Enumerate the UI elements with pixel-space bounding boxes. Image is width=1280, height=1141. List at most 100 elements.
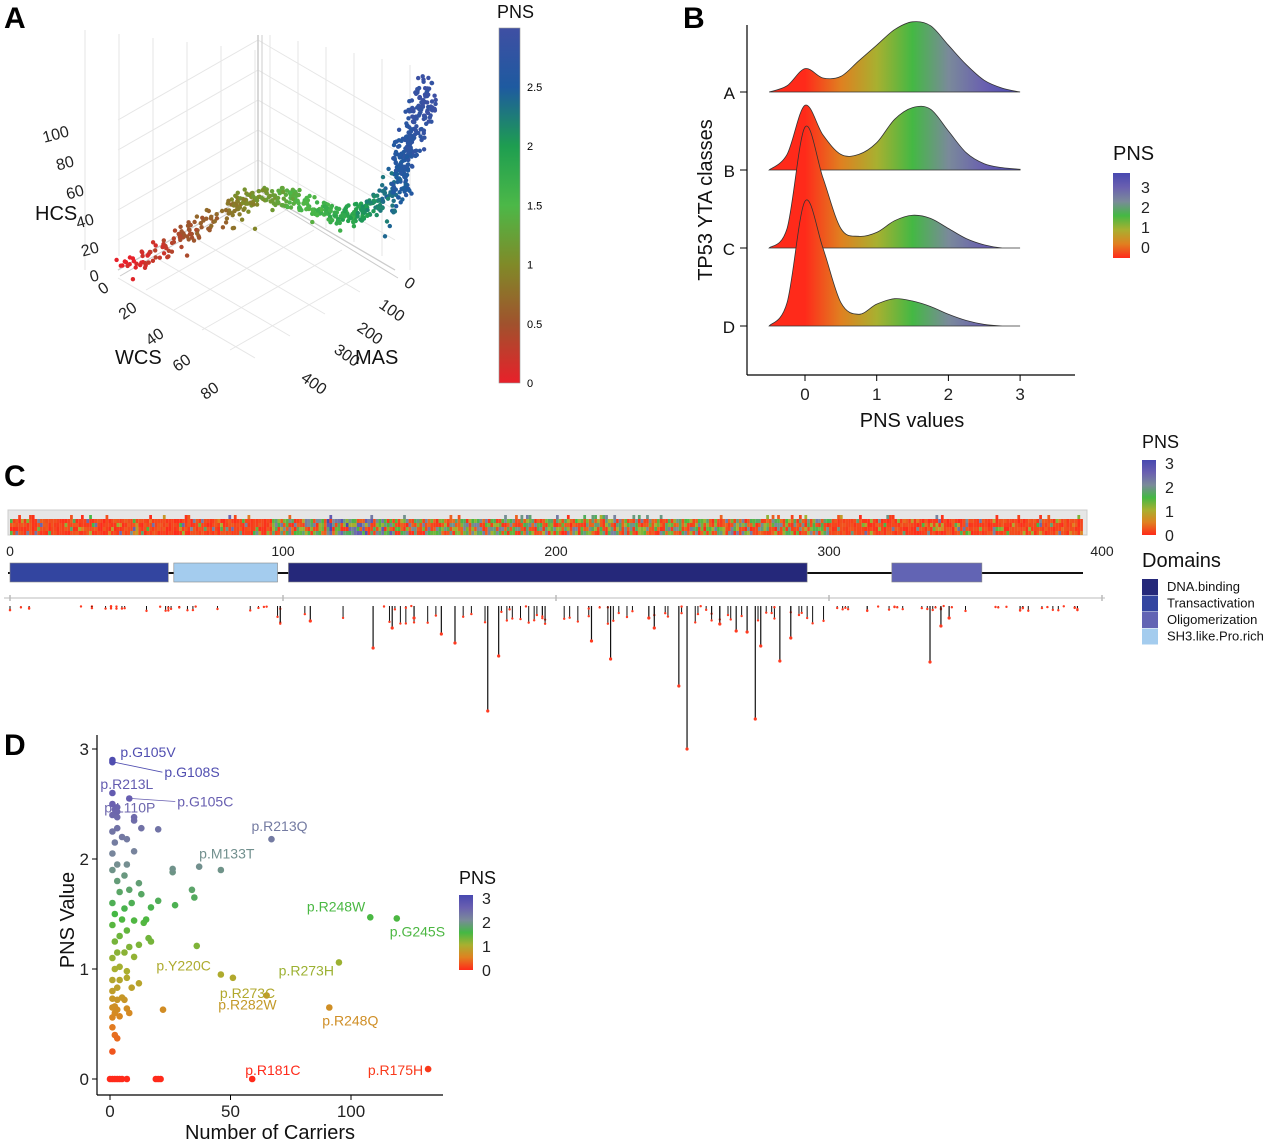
- c-heat-cell: [995, 519, 999, 523]
- c-heat-cell: [485, 531, 488, 535]
- c-lollipop-head: [800, 611, 803, 615]
- c-heat-cell: [78, 531, 81, 535]
- d-data-point: [113, 1006, 121, 1013]
- c-lollipop-head: [249, 609, 252, 612]
- c-heat-cell: [618, 519, 622, 523]
- c-heat-cell: [343, 523, 346, 527]
- c-heat-cell: [280, 523, 284, 527]
- panel-label-b: B: [683, 2, 705, 35]
- c-heat-cell: [373, 523, 376, 527]
- c-heat-cell: [1063, 523, 1067, 527]
- c-heat-cell: [853, 523, 857, 527]
- c-heat-cell: [779, 523, 783, 527]
- c-heat-cell: [165, 519, 169, 523]
- c-heat-cell: [53, 527, 57, 531]
- c-heat-cell: [919, 519, 922, 523]
- c-heat-cell: [15, 531, 19, 535]
- c-heat-cell: [299, 523, 303, 527]
- c-lollipop-head: [1018, 608, 1022, 612]
- c-heat-cell: [689, 527, 693, 531]
- c-domain-legend-label: DNA.binding: [1167, 579, 1240, 594]
- c-heat-cell: [659, 523, 663, 527]
- c-heat-cell: [427, 519, 431, 523]
- a-data-point: [315, 208, 320, 213]
- c-heat-cell: [291, 523, 294, 527]
- c-heat-cell: [695, 519, 698, 523]
- c-heat-cell: [203, 531, 207, 535]
- c-heat-cell: [378, 527, 382, 531]
- c-heat-cell: [667, 527, 671, 531]
- c-heat-cell: [446, 519, 450, 523]
- c-heat-cell: [678, 519, 682, 523]
- c-heat-cell: [635, 531, 638, 535]
- c-heat-cell: [228, 515, 232, 519]
- c-lollipop-head: [426, 621, 429, 624]
- c-heat-cell: [924, 527, 928, 531]
- a-data-point: [306, 204, 311, 210]
- c-heat-cell: [717, 531, 720, 535]
- c-heat-cell: [657, 527, 660, 531]
- c-heat-cell: [839, 527, 843, 531]
- c-heat-cell: [53, 531, 57, 535]
- c-heat-cell: [263, 523, 267, 527]
- c-heat-cell: [190, 519, 193, 523]
- c-heat-cell: [618, 531, 622, 535]
- d-data-point: [109, 850, 116, 857]
- c-heat-cell: [105, 519, 109, 523]
- c-lollipop-head: [587, 614, 590, 618]
- c-lollipop-head: [928, 660, 932, 664]
- c-heat-cell: [965, 531, 969, 535]
- c-heat-cell: [536, 519, 540, 523]
- d-data-point: [147, 904, 155, 911]
- a-data-point: [341, 213, 347, 218]
- c-heat-cell: [886, 531, 890, 535]
- c-heat-cell: [86, 523, 90, 527]
- c-heat-cell: [719, 515, 723, 519]
- c-heat-cell: [648, 523, 652, 527]
- c-heat-cell: [31, 515, 35, 519]
- c-lollipop-head: [964, 609, 967, 613]
- c-heat-cell: [31, 523, 35, 527]
- c-lollipop-head: [696, 612, 700, 616]
- c-heat-cell: [15, 523, 19, 527]
- c-heat-cell: [405, 523, 409, 527]
- c-heat-cell: [722, 523, 726, 527]
- c-heat-cell: [465, 527, 469, 531]
- c-heat-cell: [719, 523, 723, 527]
- d-data-point: [113, 861, 121, 868]
- d-data-point: [111, 839, 119, 846]
- c-heat-cell: [528, 531, 532, 535]
- c-heat-cell: [572, 519, 576, 523]
- c-heat-cell: [1025, 519, 1029, 523]
- c-heat-cell: [132, 523, 136, 527]
- c-heat-cell: [673, 523, 677, 527]
- c-heat-cell: [777, 527, 780, 531]
- d-data-point: [128, 899, 135, 907]
- c-heat-cell: [834, 519, 838, 523]
- c-heat-cell: [629, 531, 633, 535]
- c-heat-cell: [607, 527, 611, 531]
- c-heat-cell: [1069, 527, 1072, 531]
- c-heat-cell: [564, 527, 567, 531]
- a-data-point: [122, 259, 128, 264]
- c-heat-cell: [768, 523, 772, 527]
- c-heat-cell: [1011, 531, 1015, 535]
- c-heat-cell: [165, 523, 169, 527]
- c-heat-cell: [105, 527, 109, 531]
- c-heat-cell: [283, 531, 286, 535]
- c-heat-cell: [921, 523, 925, 527]
- c-heat-cell: [935, 515, 939, 519]
- d-point-label: p.R213Q: [251, 818, 307, 834]
- c-heat-cell: [72, 527, 76, 531]
- c-heat-cell: [891, 515, 895, 519]
- c-heat-cell: [343, 527, 346, 531]
- c-heat-cell: [960, 527, 963, 531]
- c-heat-cell: [386, 527, 390, 531]
- c-heat-cell: [621, 527, 625, 531]
- c-heat-cell: [807, 531, 810, 535]
- c-heat-cell: [1014, 527, 1018, 531]
- c-heat-cell: [766, 519, 769, 523]
- c-heat-cell: [539, 527, 543, 531]
- panel-label-a: A: [4, 2, 26, 35]
- a-data-point: [396, 195, 401, 200]
